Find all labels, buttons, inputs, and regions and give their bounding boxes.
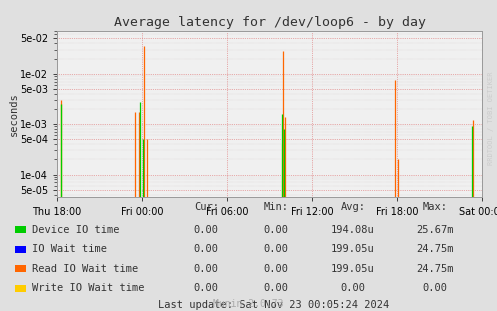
Text: Read IO Wait time: Read IO Wait time: [32, 264, 139, 274]
Text: 194.08u: 194.08u: [331, 225, 375, 234]
Text: 24.75m: 24.75m: [416, 244, 454, 254]
Text: Write IO Wait time: Write IO Wait time: [32, 283, 145, 293]
Text: 25.67m: 25.67m: [416, 225, 454, 234]
Text: 0.00: 0.00: [422, 283, 447, 293]
Text: Cur:: Cur:: [194, 202, 219, 212]
Text: 199.05u: 199.05u: [331, 244, 375, 254]
Text: 0.00: 0.00: [263, 264, 288, 274]
Text: 0.00: 0.00: [194, 283, 219, 293]
Text: 0.00: 0.00: [194, 264, 219, 274]
Text: Max:: Max:: [422, 202, 447, 212]
Text: 0.00: 0.00: [194, 244, 219, 254]
Text: 0.00: 0.00: [194, 225, 219, 234]
Text: Device IO time: Device IO time: [32, 225, 120, 234]
Y-axis label: seconds: seconds: [8, 92, 18, 136]
Text: Min:: Min:: [263, 202, 288, 212]
Text: 199.05u: 199.05u: [331, 264, 375, 274]
Text: 0.00: 0.00: [340, 283, 365, 293]
Text: 0.00: 0.00: [263, 225, 288, 234]
Title: Average latency for /dev/loop6 - by day: Average latency for /dev/loop6 - by day: [114, 16, 425, 29]
Text: Munin 2.0.73: Munin 2.0.73: [213, 299, 284, 309]
Text: 0.00: 0.00: [263, 244, 288, 254]
Text: 24.75m: 24.75m: [416, 264, 454, 274]
Text: RRDTOOL / TOBI OETIKER: RRDTOOL / TOBI OETIKER: [488, 72, 494, 165]
Text: Avg:: Avg:: [340, 202, 365, 212]
Text: 0.00: 0.00: [263, 283, 288, 293]
Text: Last update: Sat Nov 23 00:05:24 2024: Last update: Sat Nov 23 00:05:24 2024: [158, 300, 389, 310]
Text: IO Wait time: IO Wait time: [32, 244, 107, 254]
